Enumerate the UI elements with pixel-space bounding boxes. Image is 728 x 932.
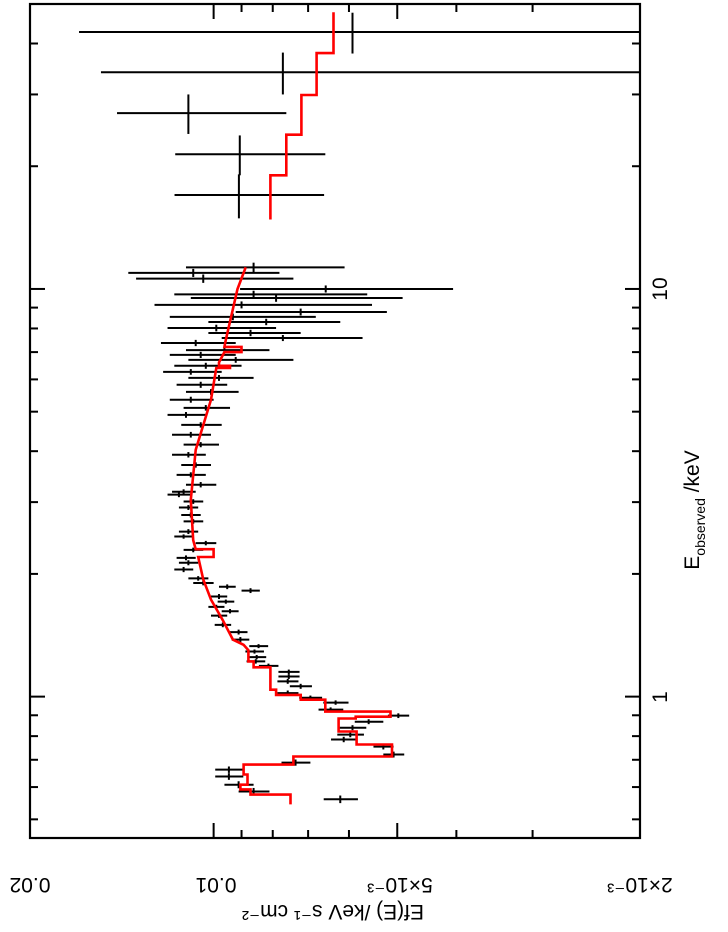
data-point: [169, 351, 236, 359]
y-tick-label-0.01: 0.01: [196, 873, 237, 896]
data-point: [185, 482, 217, 488]
data-point: [208, 329, 301, 337]
plot-frame: [28, 2, 642, 840]
data-point: [117, 94, 287, 134]
data-point: [181, 422, 222, 428]
data-point: [278, 669, 300, 675]
data-point: [331, 736, 358, 743]
data-point: [172, 431, 211, 438]
x-axis-label-unit: /keV: [681, 450, 704, 498]
data-point: [183, 405, 231, 411]
data-point: [278, 674, 300, 679]
data-point: [174, 534, 194, 539]
data-point: [128, 268, 280, 277]
data-point: [183, 442, 219, 448]
data-point: [247, 655, 267, 660]
data-point: [169, 396, 214, 403]
y-tick-label-2e-3: 2×10⁻³: [607, 873, 672, 896]
data-point: [218, 584, 236, 590]
data-point: [172, 452, 206, 458]
data-point: [289, 683, 312, 689]
data-point: [383, 751, 405, 758]
data-point: [190, 294, 403, 302]
data-point: [163, 369, 222, 375]
data-point: [178, 505, 199, 510]
data-point: [195, 540, 217, 546]
data-point: [230, 629, 248, 635]
data-point: [178, 529, 199, 535]
data-point: [167, 412, 206, 418]
model-line-low-energy: [189, 266, 394, 805]
data-point: [174, 174, 325, 219]
data-point: [176, 555, 196, 561]
x-axis-label: Eobserved /keV: [681, 450, 708, 569]
y-tick-label-5e-3: 5×10⁻³: [367, 873, 432, 896]
x-tick-label-10: 10: [649, 277, 672, 300]
data-point: [154, 301, 373, 309]
data-point: [169, 313, 316, 321]
data-point: [215, 773, 244, 780]
data-point: [240, 285, 454, 293]
data-point: [337, 731, 364, 738]
data-point: [249, 644, 269, 649]
data-point: [221, 609, 239, 614]
data-point: [224, 781, 254, 789]
data-point: [167, 324, 277, 332]
data-point: [323, 700, 349, 705]
data-point: [160, 339, 236, 347]
data-point: [241, 588, 260, 594]
data-point: [277, 678, 299, 684]
data-point: [354, 719, 384, 725]
data-point: [175, 135, 326, 176]
x-axis-label-main: E: [681, 556, 704, 570]
plot-area: 1 10 Eobserved /keV 0.02 0.01 5×10⁻³ 2×1…: [10, 2, 708, 923]
data-point: [174, 566, 194, 573]
x-tick-label-1: 1: [649, 691, 672, 703]
data-point: [176, 381, 228, 388]
data-point: [210, 594, 228, 600]
data-point: [188, 356, 294, 363]
data-point: [136, 274, 294, 283]
model-line-high-energy: [269, 12, 335, 220]
y-tick-label-0.02: 0.02: [10, 873, 51, 896]
data-point: [167, 492, 191, 498]
data-point: [183, 499, 204, 504]
x-axis-label-subscript: observed: [692, 498, 708, 556]
data-point: [176, 472, 206, 478]
data-point: [181, 462, 211, 468]
data-point: [185, 262, 345, 273]
data-point: [174, 362, 242, 369]
data-point: [100, 52, 640, 95]
data-point: [188, 375, 254, 381]
axis-ticks: [29, 4, 641, 838]
data-marks: [79, 12, 640, 805]
data-point: [79, 12, 640, 54]
data-point: [323, 795, 358, 804]
data-point: [178, 560, 199, 566]
data-point: [339, 725, 367, 731]
data-point: [174, 290, 368, 299]
data-point: [281, 759, 311, 766]
data-point: [215, 766, 244, 773]
data-point: [214, 622, 232, 628]
data-point: [235, 308, 387, 316]
data-point: [217, 599, 235, 604]
data-point: [221, 334, 363, 342]
y-axis-label: Ef(E) /keV s⁻¹ cm⁻²: [242, 900, 424, 923]
data-point: [188, 576, 209, 581]
